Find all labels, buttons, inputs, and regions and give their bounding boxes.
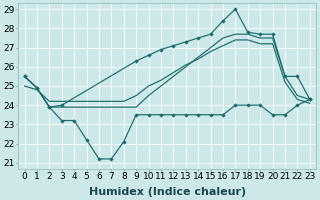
X-axis label: Humidex (Indice chaleur): Humidex (Indice chaleur) (89, 187, 246, 197)
